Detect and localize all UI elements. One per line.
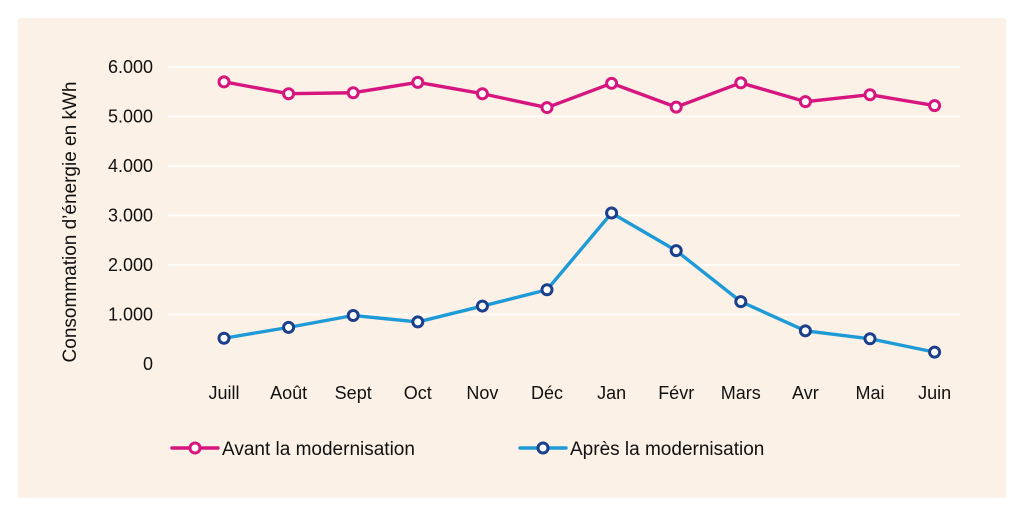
data-point [669, 100, 683, 114]
legend-label-2: Après la modernisation [570, 439, 764, 460]
data-point [863, 332, 877, 346]
data-point [346, 86, 360, 100]
data-point [798, 324, 812, 338]
x-tick-label: Avr [792, 383, 819, 403]
x-tick-label: Déc [531, 383, 563, 403]
grid-lines [168, 66, 960, 316]
x-tick-label: Juin [918, 383, 951, 403]
data-point [475, 87, 489, 101]
data-point [217, 75, 231, 89]
data-point [605, 206, 619, 220]
data-point [669, 244, 683, 258]
x-tick-label: Févr [658, 383, 694, 403]
data-point [734, 295, 748, 309]
data-point [863, 88, 877, 102]
data-series [217, 75, 942, 359]
data-point [928, 99, 942, 113]
y-tick-label: 3.000 [108, 206, 153, 226]
legend-marker-1 [188, 441, 202, 455]
x-tick-label: Sept [335, 383, 372, 403]
y-tick-label: 4.000 [108, 156, 153, 176]
data-point [282, 320, 296, 334]
data-point [540, 283, 554, 297]
y-tick-label: 5.000 [108, 107, 153, 127]
series-line-2 [222, 211, 937, 354]
x-tick-label: Mars [721, 383, 761, 403]
x-tick-label: Oct [404, 383, 432, 403]
data-point [734, 76, 748, 90]
data-point [928, 345, 942, 359]
x-tick-label: Août [270, 383, 307, 403]
data-point [475, 299, 489, 313]
x-tick-label: Nov [466, 383, 498, 403]
x-axis-tick-labels: Juill Août Sept Oct Nov Déc Jan Févr Mars Avr Mai J… [208, 383, 951, 403]
y-tick-label: 6.000 [108, 57, 153, 77]
data-point [540, 101, 554, 115]
x-tick-label: Juill [208, 383, 239, 403]
legend-label-1: Avant la modernisation [222, 439, 415, 460]
data-point [798, 95, 812, 109]
legend: Avant la modernisation Après la modernisa… [170, 439, 764, 460]
x-tick-label: Jan [597, 383, 626, 403]
data-point [411, 75, 425, 89]
legend-marker-2 [536, 441, 550, 455]
y-tick-label: 1.000 [108, 305, 153, 325]
x-tick-label: Mai [855, 383, 884, 403]
data-point [411, 315, 425, 329]
data-point [282, 87, 296, 101]
series-line-1 [222, 80, 937, 110]
y-tick-label: 2.000 [108, 255, 153, 275]
data-point [605, 76, 619, 90]
data-point [217, 331, 231, 345]
y-tick-label: 0 [143, 354, 153, 374]
data-point [346, 308, 360, 322]
y-axis-tick-labels: 0 1.000 2.000 3.000 4.000 5.000 6.000 [108, 57, 153, 374]
y-axis-label: Consommation d’énergie en kWh [60, 82, 81, 363]
